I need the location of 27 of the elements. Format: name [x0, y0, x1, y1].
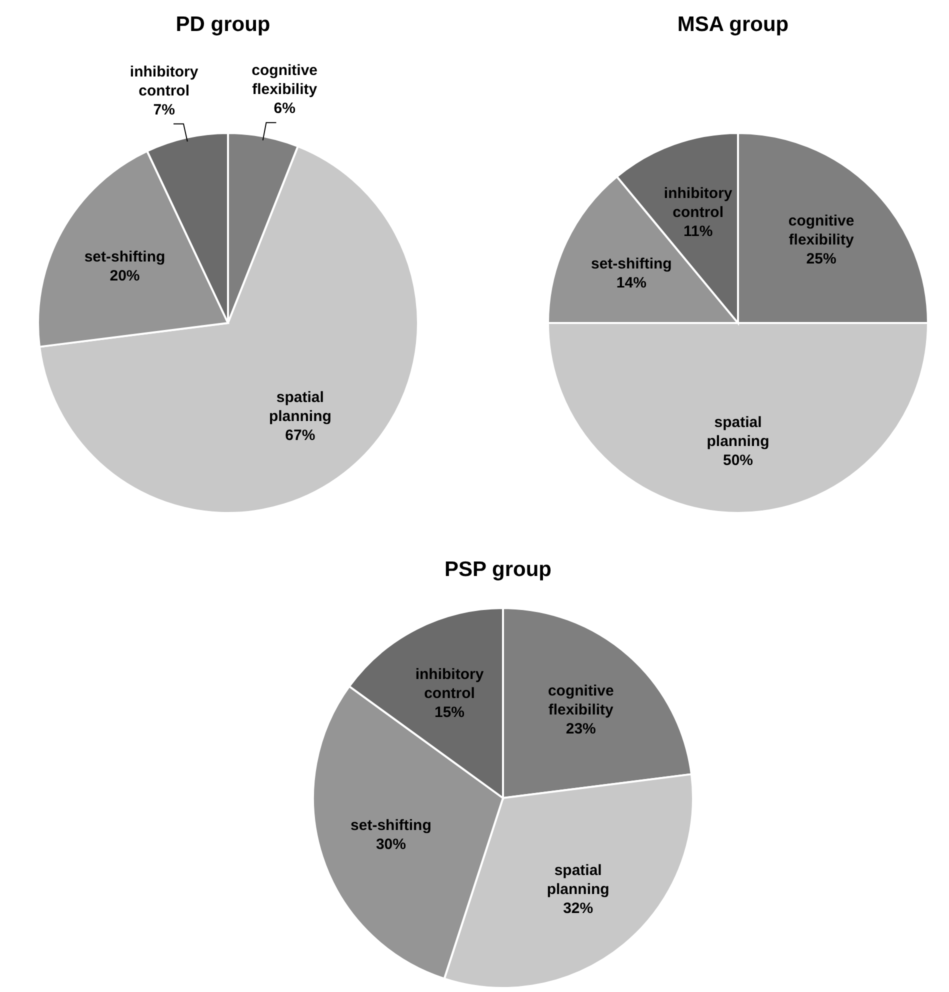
- data-label: 25%: [806, 250, 836, 268]
- data-label: 20%: [110, 267, 140, 284]
- data-label: 67%: [285, 426, 316, 444]
- slice-label: inhibitory control: [664, 184, 733, 221]
- slice-label: cognitive flexibility: [548, 682, 614, 718]
- data-label: 6%: [274, 100, 296, 117]
- data-label: 23%: [566, 720, 596, 738]
- slice-label: spatial planning: [706, 413, 770, 450]
- data-label: 15%: [434, 704, 465, 721]
- slice-label: set-shifting: [590, 254, 672, 272]
- slice-label: spatial planning: [268, 388, 332, 425]
- chart-title: PSP group: [444, 557, 552, 583]
- data-label: 50%: [722, 451, 754, 468]
- chart-title: MSA group: [676, 12, 790, 38]
- data-label: 30%: [376, 835, 406, 852]
- chart-title: PD group: [174, 12, 272, 38]
- data-label: 11%: [683, 222, 713, 240]
- slice-label: set-shifting: [84, 248, 166, 266]
- slice-label: cognitive flexibility: [788, 212, 854, 248]
- data-label: 14%: [616, 274, 646, 291]
- slice-label: inhibitory control: [130, 63, 199, 100]
- slice-label: set-shifting: [350, 816, 432, 834]
- data-label: 32%: [563, 899, 594, 916]
- slice-label: cognitive flexibility: [252, 62, 318, 98]
- slice-label: inhibitory control: [415, 666, 484, 702]
- slice-label: spatial planning: [546, 861, 610, 898]
- data-label: 7%: [153, 101, 175, 118]
